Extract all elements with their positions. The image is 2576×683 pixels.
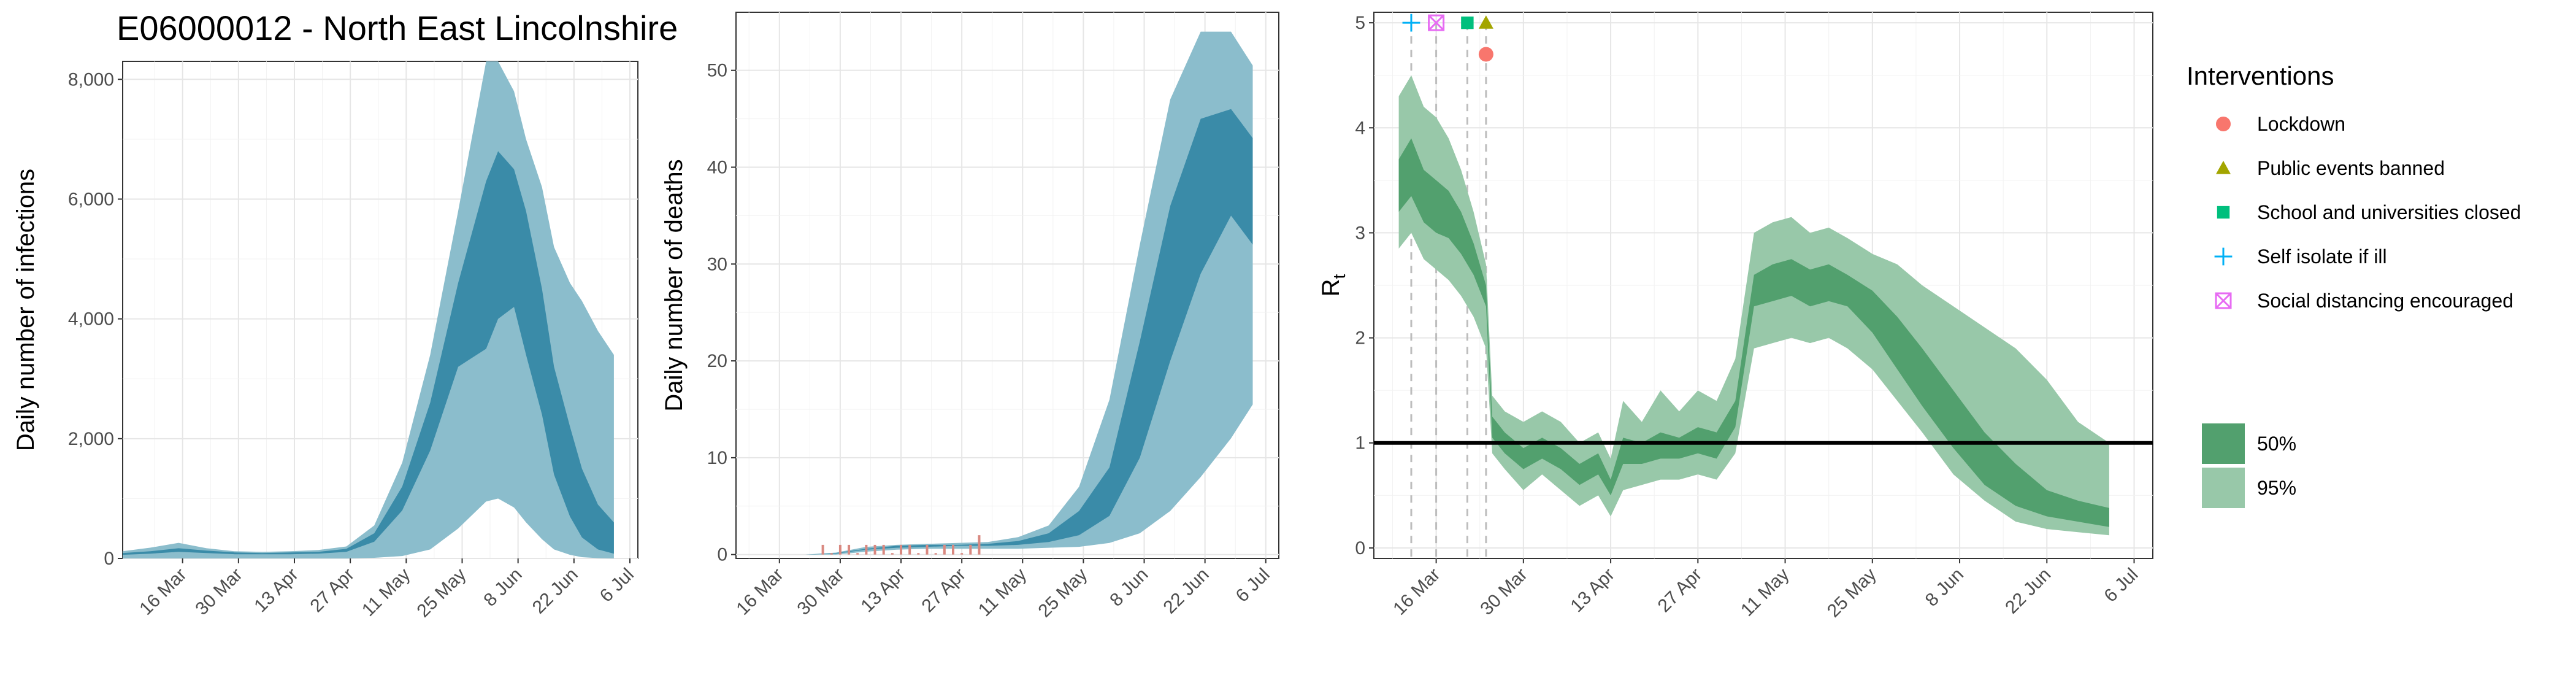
x-tick-label: 22 Jun xyxy=(1160,565,1213,618)
y-tick-label: 3 xyxy=(1355,223,1365,243)
x-tick-label: 16 Mar xyxy=(1389,565,1444,619)
rt-band-50 xyxy=(1398,138,2109,527)
legend-item-label: Social distancing encouraged xyxy=(2257,290,2513,312)
y-tick-label: 10 xyxy=(707,448,727,468)
intervention-marker-square xyxy=(1461,16,1474,29)
legend: Interventions Lockdown Public events bann… xyxy=(2187,61,2521,508)
x-tick-label: 6 Jul xyxy=(2100,565,2142,606)
infections-band-50 xyxy=(123,151,614,555)
y-tick-label: 0 xyxy=(717,545,727,565)
observed-deaths xyxy=(821,535,981,555)
x-tick-label: 25 May xyxy=(413,565,470,622)
x-tick-label: 11 May xyxy=(1737,565,1793,620)
y-tick-label: 5 xyxy=(1355,13,1365,33)
x-tick-label: 6 Jul xyxy=(1232,565,1274,606)
x-tick-label: 8 Jun xyxy=(1106,565,1152,611)
x-tick-label: 27 Apr xyxy=(306,565,358,617)
rt-y-axis-title-main: R xyxy=(1317,279,1344,296)
x-tick-label: 11 May xyxy=(975,565,1030,620)
intervention-marker-circle xyxy=(1478,47,1493,62)
x-tick-label: 13 Apr xyxy=(250,565,302,617)
x-tick-label: 30 Mar xyxy=(794,565,848,619)
x-tick-label: 27 Apr xyxy=(918,565,970,617)
legend-item-label: Self isolate if ill xyxy=(2257,245,2387,268)
x-tick-label: 25 May xyxy=(1823,565,1880,622)
infections-grid xyxy=(123,61,638,559)
infections-y-ticks: 0 2,000 4,000 6,000 8,000 xyxy=(68,69,123,569)
infections-y-axis-title: Daily number of infections xyxy=(12,169,39,451)
y-tick-label: 8,000 xyxy=(68,69,114,90)
x-tick-label: 27 Apr xyxy=(1654,565,1706,617)
y-tick-label: 0 xyxy=(1355,538,1365,558)
intervention-markers xyxy=(1402,14,1493,62)
intervention-lines xyxy=(1410,23,1487,558)
legend-item-label: Public events banned xyxy=(2257,157,2445,179)
deaths-band-95 xyxy=(714,31,1253,555)
infections-bands xyxy=(123,61,614,558)
x-tick-label: 30 Mar xyxy=(1476,565,1531,619)
legend-symbol-triangle xyxy=(2216,161,2231,174)
x-tick-label: 16 Mar xyxy=(732,565,787,619)
x-tick-label: 6 Jul xyxy=(596,565,638,606)
deaths-y-axis-title: Daily number of deaths xyxy=(661,159,688,411)
y-tick-label: 1 xyxy=(1355,433,1365,453)
y-tick-label: 30 xyxy=(707,254,727,274)
y-tick-label: 50 xyxy=(707,61,727,81)
y-tick-label: 2,000 xyxy=(68,429,114,449)
deaths-x-ticks: 16 Mar 30 Mar 13 Apr 27 Apr 11 May 25 May 8 Ju… xyxy=(732,558,1274,622)
x-tick-label: 13 Apr xyxy=(1566,565,1619,617)
legend-symbol-square-x xyxy=(2215,292,2232,309)
x-tick-label: 11 May xyxy=(358,565,414,620)
legend-item-label: School and universities closed xyxy=(2257,201,2521,223)
x-tick-label: 16 Mar xyxy=(136,565,190,619)
legend-band-label: 95% xyxy=(2257,477,2296,499)
legend-bands: 50% 95% xyxy=(2202,423,2296,508)
y-tick-label: 0 xyxy=(104,549,114,569)
y-tick-label: 20 xyxy=(707,351,727,371)
rt-y-ticks: 0 1 2 3 4 5 xyxy=(1355,13,1374,558)
rt-panel: 0 1 2 3 4 5 16 Mar 30 Mar 13 Apr 27 Apr 11 May 25 … xyxy=(1317,12,2153,622)
y-tick-label: 4,000 xyxy=(68,309,114,330)
y-tick-label: 2 xyxy=(1355,328,1365,349)
x-tick-label: 8 Jun xyxy=(1922,565,1968,611)
x-tick-label: 25 May xyxy=(1034,565,1091,622)
x-tick-label: 30 Mar xyxy=(191,565,246,619)
intervention-marker-square-x xyxy=(1428,14,1445,31)
deaths-panel: 0 10 20 30 40 50 16 Mar 30 Mar 13 Apr 27 Apr 11 M… xyxy=(661,12,1279,622)
legend-symbol-square xyxy=(2217,206,2230,219)
x-tick-label: 13 Apr xyxy=(857,565,909,617)
deaths-y-ticks: 0 10 20 30 40 50 xyxy=(707,61,736,565)
intervention-marker-plus xyxy=(1402,14,1420,32)
legend-item-label: Lockdown xyxy=(2257,113,2345,135)
rt-bands xyxy=(1398,75,2109,536)
legend-symbol-plus xyxy=(2214,247,2233,266)
y-tick-label: 40 xyxy=(707,157,727,177)
x-tick-label: 8 Jun xyxy=(480,565,526,611)
legend-title: Interventions xyxy=(2187,61,2334,90)
x-tick-label: 22 Jun xyxy=(529,565,582,618)
legend-band-label: 50% xyxy=(2257,433,2296,455)
deaths-bands xyxy=(714,31,1253,555)
rt-y-axis-title: Rt xyxy=(1317,274,1349,296)
rt-x-ticks: 16 Mar 30 Mar 13 Apr 27 Apr 11 May 25 May 8 Ju… xyxy=(1389,558,2142,622)
figure-title: E06000012 - North East Lincolnshire xyxy=(117,9,678,47)
x-tick-label: 22 Jun xyxy=(2001,565,2055,618)
intervention-marker-triangle xyxy=(1478,15,1493,29)
legend-band-swatch xyxy=(2202,468,2245,508)
y-tick-label: 6,000 xyxy=(68,189,114,209)
rt-y-axis-title-subscript: t xyxy=(1330,274,1349,279)
legend-items: Lockdown Public events banned School and u… xyxy=(2214,113,2521,312)
legend-symbol-circle xyxy=(2216,117,2231,131)
deaths-band-50 xyxy=(714,109,1253,555)
infections-panel: 0 2,000 4,000 6,000 8,000 16 Mar 30 Mar 13 Apr… xyxy=(12,61,638,622)
y-tick-label: 4 xyxy=(1355,118,1365,138)
legend-band-swatch xyxy=(2202,423,2245,464)
